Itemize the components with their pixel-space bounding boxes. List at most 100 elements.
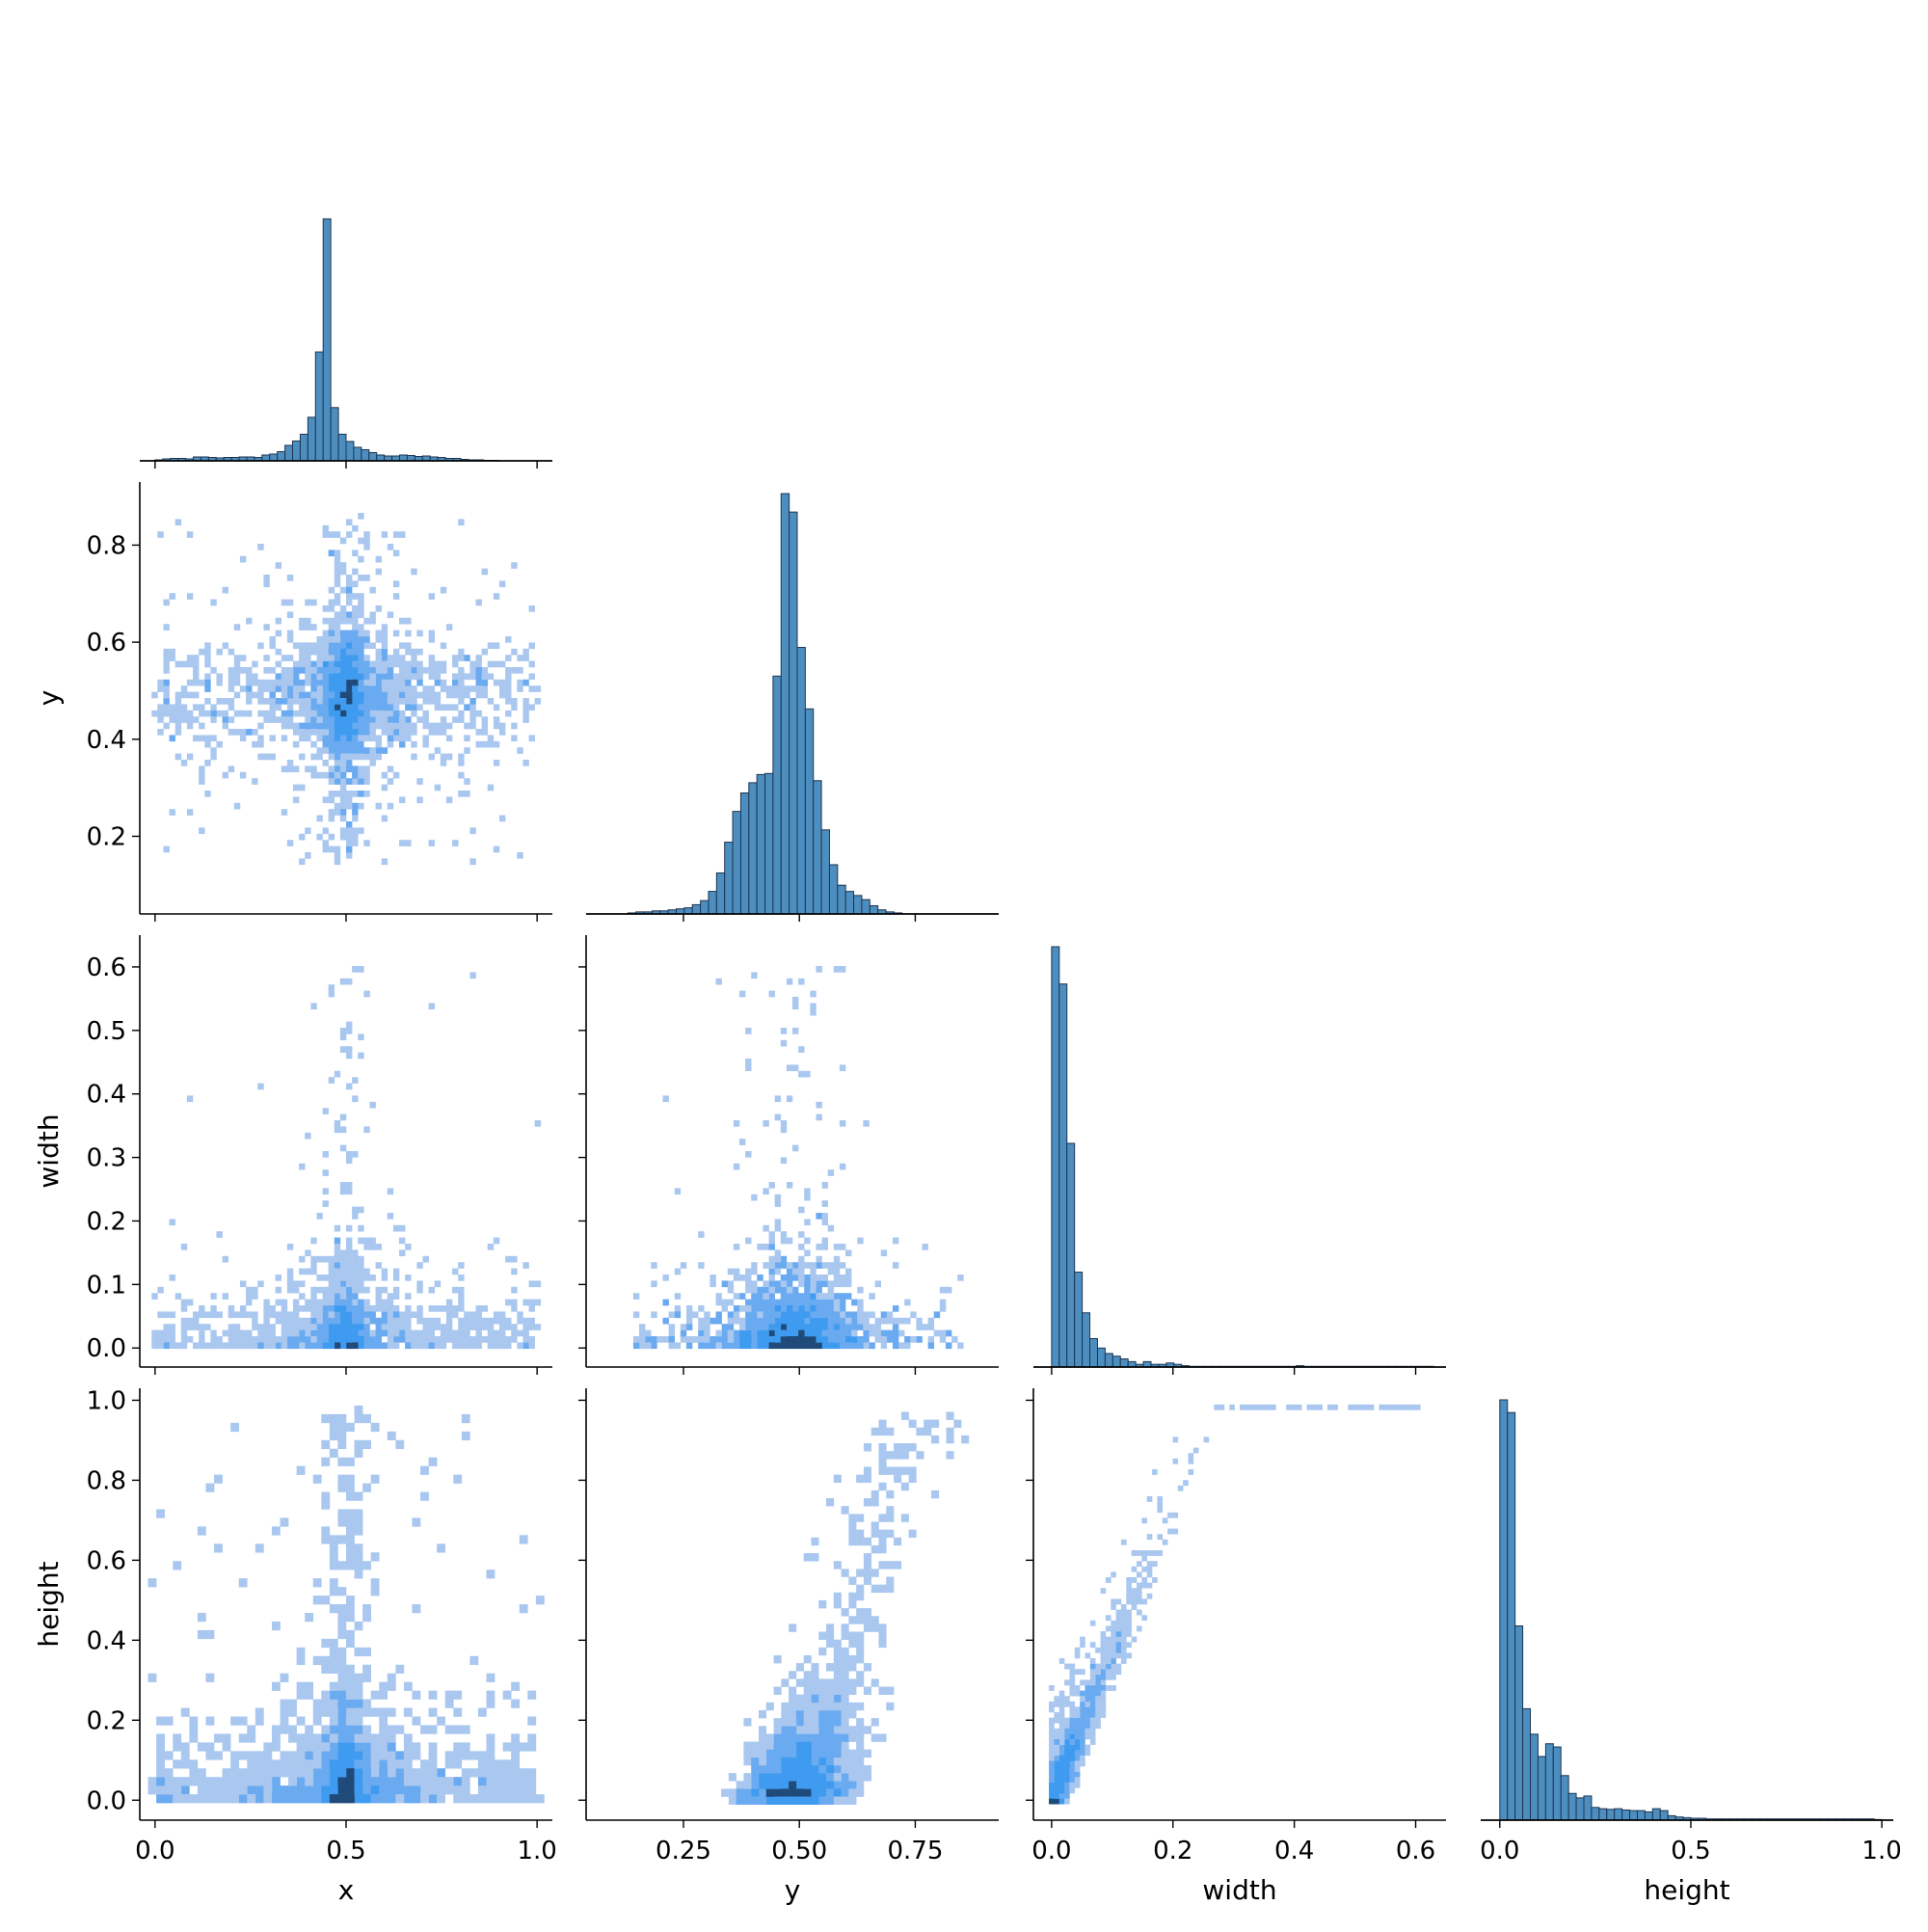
heat-cell	[387, 698, 394, 705]
heat-cell	[511, 562, 518, 569]
heat-cell	[434, 704, 442, 711]
heat-cell	[210, 1311, 217, 1319]
heat-cell	[1183, 1480, 1189, 1487]
heat-cell	[411, 660, 417, 668]
heat-cell	[841, 1694, 849, 1704]
heat-cell	[322, 1275, 329, 1281]
heat-cell	[804, 1219, 811, 1226]
heat-cell	[358, 1299, 364, 1306]
heat-cell	[286, 1336, 294, 1343]
heat-cell	[411, 667, 417, 674]
heat-cell	[271, 1733, 281, 1743]
heat-cell	[322, 660, 329, 668]
heat-cell	[363, 1311, 370, 1319]
heat-cell	[751, 1280, 758, 1288]
heat-cell	[469, 1324, 476, 1330]
heat-cell	[352, 729, 359, 736]
heat-cell	[1409, 1404, 1416, 1410]
heat-cell	[292, 667, 300, 674]
heat-cell	[346, 791, 353, 797]
heat-cell	[222, 716, 229, 723]
heat-cell	[321, 1439, 331, 1450]
heat-cell	[773, 1796, 782, 1806]
heat-cell	[346, 1329, 353, 1337]
heat-cell	[910, 1311, 917, 1319]
heat-cell	[346, 1491, 355, 1501]
heat-cell	[434, 1317, 442, 1325]
heat-cell	[833, 1293, 841, 1300]
heat-cell	[751, 972, 758, 979]
heat-cell	[774, 1336, 782, 1343]
hist-bar-y	[772, 675, 782, 915]
hist-bar-x	[368, 451, 378, 462]
heat-cell	[286, 710, 294, 717]
heat-cell	[210, 599, 217, 606]
heat-cell	[252, 729, 258, 736]
heat-cell	[339, 1324, 347, 1330]
heat-cell	[305, 648, 311, 656]
heat-cell	[505, 710, 512, 717]
heat-cell	[745, 1280, 752, 1288]
heat-cell	[765, 1741, 774, 1750]
heat-cell	[252, 660, 258, 668]
heat-cell	[411, 691, 417, 699]
heat-cell	[199, 778, 205, 785]
heat-cell	[358, 691, 364, 699]
heat-cell	[789, 1749, 797, 1758]
heat-cell	[305, 1336, 311, 1343]
heat-cell	[519, 1742, 528, 1752]
heat-cell	[363, 990, 370, 998]
heat-cell	[1069, 1760, 1076, 1767]
heat-cell	[498, 1336, 506, 1343]
heat-cell	[886, 1506, 895, 1515]
heat-cell	[804, 1237, 811, 1245]
heat-cell	[334, 852, 341, 859]
heat-cell	[328, 778, 335, 785]
heat-cell	[833, 1299, 841, 1306]
heat-cell	[210, 1336, 217, 1343]
heat-cell	[292, 740, 300, 748]
heat-cell	[458, 519, 465, 526]
heat-cell	[745, 1317, 752, 1325]
heat-cell	[826, 1498, 835, 1507]
heat-cell	[416, 667, 423, 674]
heat-cell	[751, 1286, 758, 1294]
heat-cell	[392, 1324, 400, 1330]
heat-cell	[228, 698, 235, 705]
heat-cell	[662, 1336, 669, 1343]
heat-cell	[774, 1224, 782, 1232]
heat-cell	[1058, 1793, 1065, 1799]
heat-cell	[346, 691, 353, 699]
heat-cell	[428, 1317, 436, 1325]
heat-cell	[228, 673, 235, 681]
heat-cell	[527, 1794, 537, 1804]
heat-cell	[1389, 1404, 1395, 1410]
heat-cell	[738, 1336, 746, 1343]
heat-cell	[786, 1324, 793, 1330]
y-tick-label-height: 0.8	[87, 1466, 126, 1495]
heat-cell	[370, 1707, 380, 1717]
heat-cell	[1084, 1712, 1091, 1718]
heat-cell	[795, 1709, 804, 1719]
heat-cell	[379, 1725, 388, 1734]
heat-cell	[733, 1244, 740, 1250]
heat-cell	[316, 1255, 323, 1263]
heat-cell	[1157, 1507, 1164, 1514]
heat-cell	[322, 1200, 329, 1207]
heat-cell	[511, 1751, 521, 1760]
heat-cell	[848, 1663, 857, 1672]
heat-cell	[239, 685, 247, 692]
heat-cell	[305, 1612, 314, 1623]
heat-cell	[395, 1439, 405, 1450]
heat-cell	[362, 1699, 371, 1708]
heat-cell	[328, 1077, 335, 1084]
heat-cell	[346, 1716, 355, 1726]
heat-cell	[452, 655, 459, 661]
heat-cell	[422, 691, 429, 699]
heat-cell	[519, 1768, 528, 1778]
heat-cell	[498, 1329, 506, 1337]
heat-cell	[738, 1139, 746, 1145]
heat-cell	[841, 1726, 849, 1734]
heatmap-y-vs-height	[721, 1411, 970, 1806]
heat-cell	[1131, 1588, 1138, 1595]
